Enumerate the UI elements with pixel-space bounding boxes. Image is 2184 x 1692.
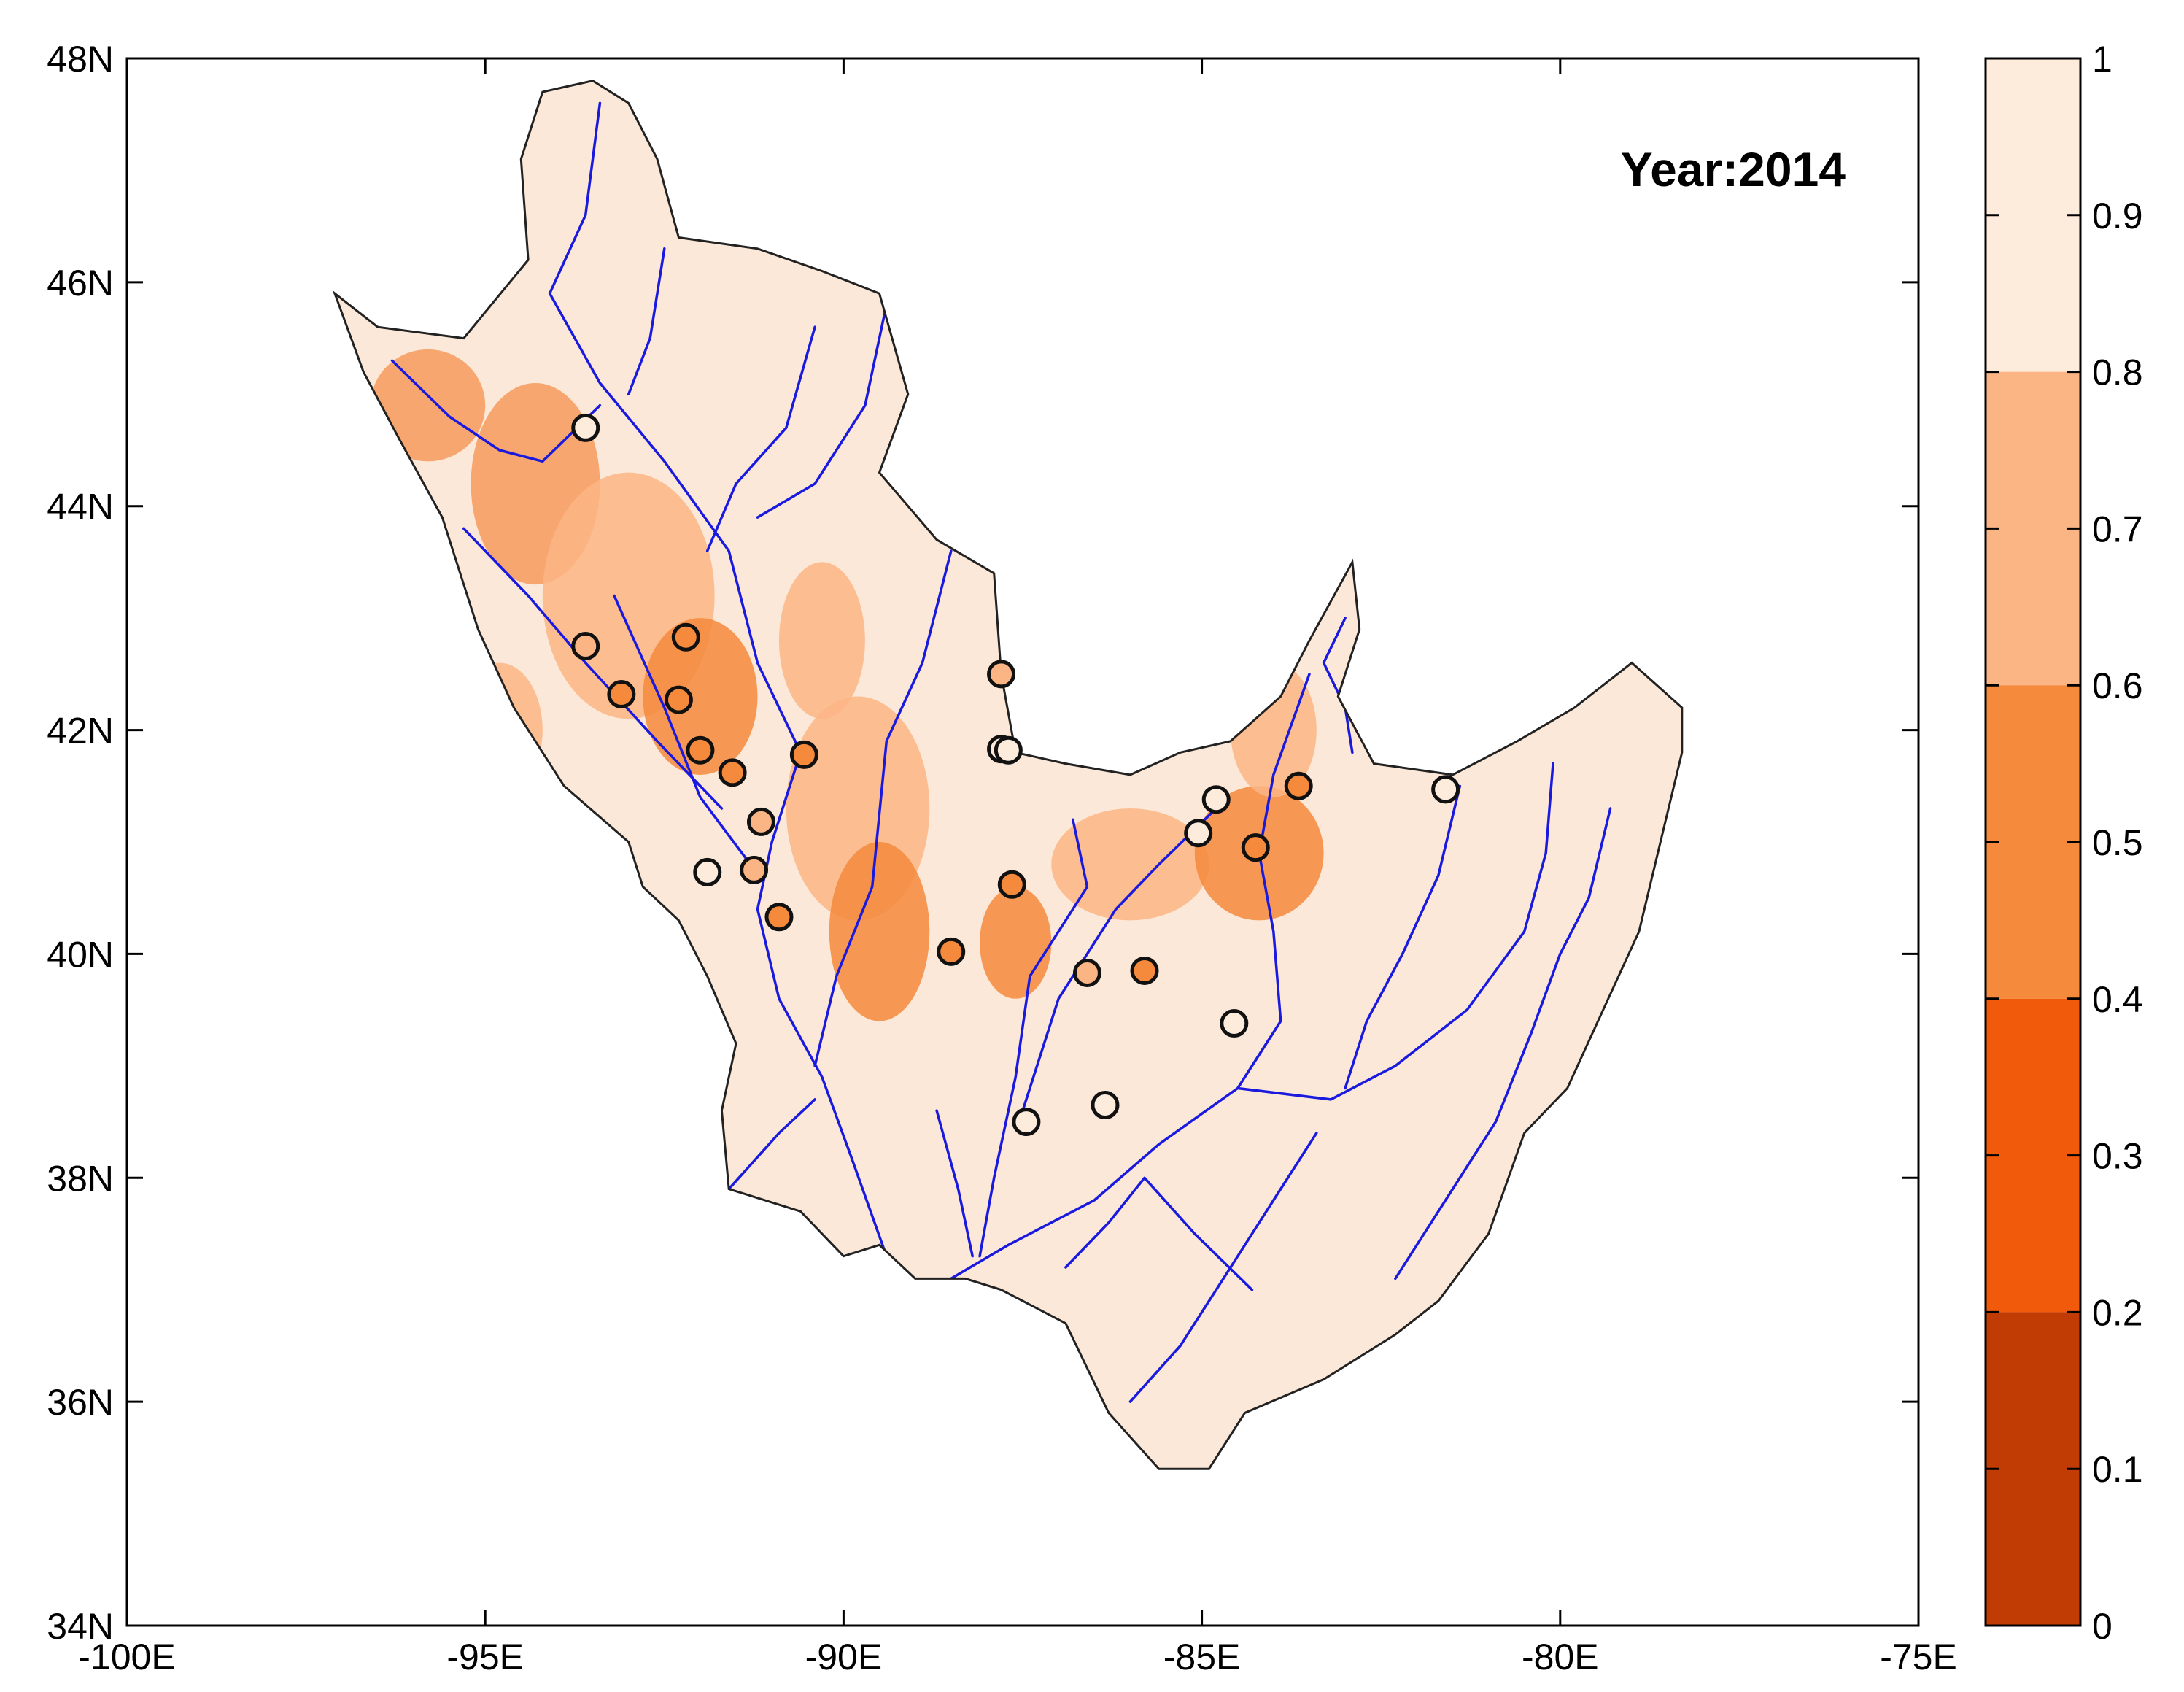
colorbar-tick-label: 0.9 [2092, 196, 2143, 236]
shaded-area [980, 886, 1052, 999]
y-tick-label: 36N [47, 1382, 114, 1423]
station-marker [987, 660, 1016, 689]
shaded-area [1051, 808, 1209, 921]
y-axis: 48N 46N 44N 42N 40N 38N 36N 34N [47, 39, 1918, 1647]
station-marker [686, 735, 715, 765]
station-marker [789, 740, 818, 769]
colorbar-tick-label: 0.1 [2092, 1449, 2143, 1490]
station-marker [1184, 819, 1213, 848]
river-line [935, 1109, 974, 1258]
colorbar-tick-label: 1 [2092, 39, 2113, 80]
river-line [813, 549, 953, 1067]
river-line [627, 247, 666, 396]
station-marker [571, 632, 600, 660]
river-line [1128, 1132, 1318, 1403]
shaded-area [643, 618, 758, 775]
station-marker [997, 870, 1026, 899]
y-tick-label: 38N [47, 1158, 114, 1199]
colorbar-tick-label: 0.8 [2092, 352, 2143, 393]
colorbar-tick-label: 0.3 [2092, 1136, 2143, 1177]
river-line [705, 325, 816, 552]
x-tick-label: -85E [1163, 1637, 1241, 1677]
river-line [950, 673, 1311, 1280]
colorbar-tick-label: 0.7 [2092, 509, 2143, 549]
station-marker [1091, 1091, 1120, 1120]
y-tick-label: 44N [47, 487, 114, 528]
river-line [1322, 617, 1354, 754]
station-marker [764, 903, 794, 932]
river-line [1064, 1176, 1254, 1291]
colorbar-tick-label: 0.4 [2092, 979, 2143, 1020]
shaded-area [829, 842, 930, 1021]
map-frame [125, 57, 1920, 1627]
river-line [1236, 762, 1554, 1101]
colorbar-band [1986, 1312, 2080, 1626]
colorbar-tick-label: 0.5 [2092, 822, 2143, 863]
station-marker [1130, 956, 1159, 985]
river-line [462, 527, 724, 810]
station-marker [664, 685, 693, 714]
colorbar: 1 0.9 0.8 0.7 0.6 0.5 0.4 0.3 0.2 0.1 0 [1984, 39, 2143, 1647]
shaded-area [778, 562, 865, 719]
stations-layer [571, 413, 1460, 1137]
colorbar-band [1986, 58, 2080, 372]
station-marker [1284, 771, 1313, 800]
station-marker [746, 807, 775, 836]
x-tick-label: -95E [446, 1637, 524, 1677]
y-tick-label: 40N [47, 934, 114, 975]
colorbar-band [1986, 371, 2080, 686]
x-tick-label: -75E [1880, 1637, 1957, 1677]
colorbar-band [1986, 685, 2080, 999]
river-line [1394, 807, 1612, 1280]
station-marker [994, 735, 1023, 765]
station-marker [1220, 1009, 1249, 1038]
station-marker [1072, 959, 1101, 988]
x-tick-label: -90E [805, 1637, 883, 1677]
colorbar-tick-label: 0.6 [2092, 665, 2143, 706]
y-tick-label: 42N [47, 711, 114, 752]
station-marker [718, 758, 747, 787]
station-marker [693, 857, 722, 886]
x-tick-label: -100E [78, 1637, 175, 1677]
colorbar-band [1986, 998, 2080, 1313]
station-marker [1431, 775, 1460, 804]
river-line [978, 818, 1089, 1258]
station-marker [671, 622, 700, 652]
basin-region [334, 80, 1682, 1469]
x-axis: -100E -95E -90E -85E -80E -75E [78, 58, 1957, 1677]
x-tick-label: -80E [1522, 1637, 1599, 1677]
station-marker [740, 855, 769, 884]
river-line [756, 303, 888, 519]
basin-outline [332, 80, 1684, 1470]
river-line [1344, 784, 1462, 1090]
river-network [390, 101, 1612, 1403]
station-marker [1012, 1108, 1041, 1137]
river-line [390, 359, 602, 463]
station-marker [571, 413, 600, 442]
y-tick-label: 48N [47, 39, 114, 80]
map-area [332, 80, 1684, 1470]
y-tick-label: 34N [47, 1606, 114, 1647]
shaded-area [371, 349, 486, 462]
year-annotation: Year:2014 [1621, 142, 1846, 196]
station-marker [607, 679, 636, 708]
station-marker [937, 937, 966, 966]
river-line [727, 1098, 816, 1191]
y-tick-label: 46N [47, 263, 114, 304]
colorbar-tick-label: 0 [2092, 1606, 2113, 1647]
river-line [613, 594, 752, 866]
station-marker [1241, 833, 1270, 862]
station-marker [1201, 785, 1231, 814]
river-line [1021, 807, 1217, 1112]
colorbar-tick-label: 0.2 [2092, 1292, 2143, 1333]
